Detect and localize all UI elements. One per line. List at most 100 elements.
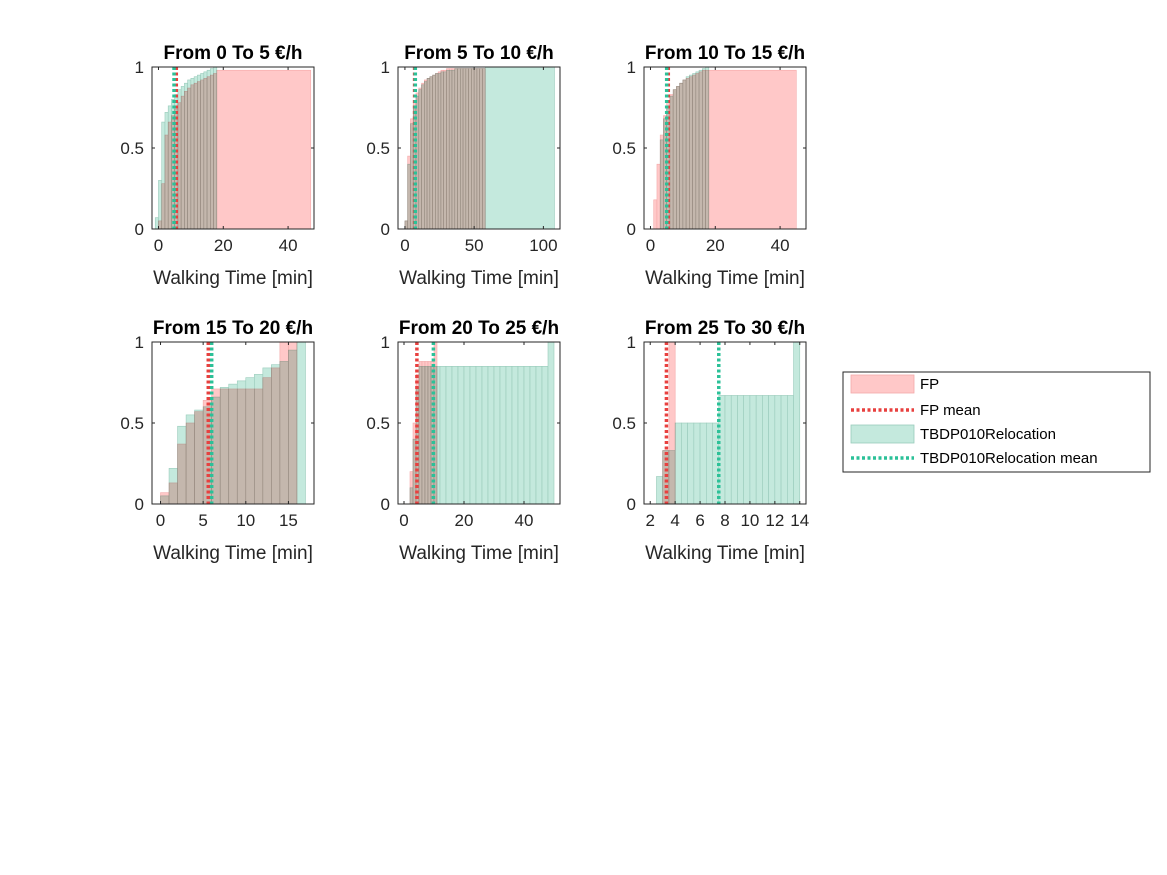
bar-tbdp010relocation — [168, 468, 178, 504]
x-axis-label: Walking Time [min] — [153, 543, 313, 564]
bar-tbdp010relocation — [468, 68, 472, 229]
bar-tbdp010relocation — [692, 73, 697, 229]
bar-tbdp010relocation — [177, 425, 187, 504]
bar-tbdp010relocation — [432, 74, 436, 229]
bar-tbdp010relocation — [446, 69, 450, 229]
bar-tbdp010relocation — [676, 86, 680, 229]
x-tick-label: 0 — [154, 236, 163, 255]
bar-tbdp010relocation — [672, 89, 677, 229]
series-tbdp010relocation — [659, 67, 710, 229]
y-tick-label: 1 — [627, 58, 636, 77]
chart-title: From 0 To 5 €/h — [163, 43, 302, 64]
bar-tbdp010relocation — [409, 487, 414, 504]
y-tick-label: 1 — [135, 333, 144, 352]
bar-tbdp010relocation — [457, 365, 465, 504]
legend-entry: TBDP010Relocation — [850, 424, 1056, 444]
y-tick-label: 0.5 — [366, 414, 390, 433]
x-tick-label: 20 — [214, 236, 233, 255]
x-tick-label: 40 — [515, 511, 534, 530]
bar-tbdp010relocation — [476, 68, 480, 229]
legend-swatch — [850, 374, 915, 394]
legend-label: TBDP010Relocation — [920, 426, 1056, 443]
bar-tbdp010relocation — [279, 361, 289, 504]
bar-tbdp010relocation — [517, 365, 525, 504]
bar-tbdp010relocation — [693, 422, 701, 504]
bar-tbdp010relocation — [213, 67, 218, 229]
x-axis-label: Walking Time [min] — [399, 543, 559, 564]
bar-tbdp010relocation — [407, 163, 411, 229]
bar-tbdp010relocation — [481, 365, 489, 504]
bar-tbdp010relocation — [462, 68, 467, 229]
bar-tbdp010relocation — [457, 68, 461, 229]
bar-tbdp010relocation — [184, 82, 188, 229]
bar-tbdp010relocation — [185, 414, 195, 504]
x-tick-label: 40 — [771, 236, 790, 255]
chart-title: From 25 To 30 €/h — [645, 318, 805, 339]
bar-tbdp010relocation — [424, 365, 429, 504]
x-tick-label: 50 — [465, 236, 484, 255]
bar-tbdp010relocation — [695, 71, 700, 229]
x-axis-label: Walking Time [min] — [153, 268, 313, 289]
y-tick-label: 1 — [135, 58, 144, 77]
bar-tbdp010relocation — [262, 367, 272, 504]
bar-tbdp010relocation — [705, 67, 710, 229]
bar-tbdp010relocation — [245, 377, 255, 504]
bar-tbdp010relocation — [236, 380, 247, 504]
bar-tbdp010relocation — [523, 365, 531, 504]
x-tick-label: 0 — [400, 236, 409, 255]
bar-tbdp010relocation — [535, 365, 543, 504]
bar-tbdp010relocation — [421, 365, 426, 504]
bar-tbdp010relocation — [451, 69, 456, 229]
bar-tbdp010relocation — [668, 450, 676, 504]
bar-tbdp010relocation — [541, 365, 549, 504]
bar-tbdp010relocation — [421, 84, 425, 229]
plot-area — [409, 342, 555, 504]
bar-tbdp010relocation — [755, 395, 763, 504]
bar-tbdp010relocation — [687, 422, 695, 504]
series-tbdp010relocation — [404, 67, 555, 229]
legend-entry: FP mean — [851, 402, 981, 419]
x-tick-label: 100 — [529, 236, 557, 255]
y-tick-label: 1 — [627, 333, 636, 352]
bar-tbdp010relocation — [511, 365, 519, 504]
bar-tbdp010relocation — [187, 79, 192, 229]
bar-tbdp010relocation — [219, 387, 230, 504]
bar-tbdp010relocation — [160, 495, 170, 504]
bar-tbdp010relocation — [469, 365, 477, 504]
y-tick-label: 0 — [627, 220, 636, 239]
legend-entry: FP — [850, 374, 939, 394]
bar-tbdp010relocation — [479, 68, 483, 229]
series-tbdp010relocation — [160, 342, 306, 504]
bar-tbdp010relocation — [427, 365, 432, 504]
y-tick-label: 0.5 — [120, 139, 144, 158]
bar-tbdp010relocation — [296, 342, 306, 504]
bar-fp — [653, 199, 658, 229]
bar-tbdp010relocation — [780, 395, 788, 504]
bar-tbdp010relocation — [435, 73, 439, 229]
series-tbdp010relocation — [656, 342, 801, 504]
x-tick-label: 10 — [236, 511, 255, 530]
bar-tbdp010relocation — [529, 365, 537, 504]
x-tick-label: 14 — [790, 511, 809, 530]
y-tick-label: 0.5 — [366, 139, 390, 158]
bar-tbdp010relocation — [787, 395, 794, 504]
bar-tbdp010relocation — [724, 395, 732, 504]
bar-tbdp010relocation — [437, 73, 442, 229]
legend-swatch — [850, 424, 915, 444]
legend-label: FP — [920, 376, 939, 393]
legend-label: FP mean — [920, 402, 981, 419]
bar-tbdp010relocation — [164, 112, 169, 229]
bar-tbdp010relocation — [424, 81, 428, 229]
bar-tbdp010relocation — [439, 365, 447, 504]
subplot-1: 0 20 40 0 0.5 1 From 0 To 5 €/h Walking Time [m… — [120, 43, 315, 289]
bar-tbdp010relocation — [698, 69, 703, 229]
bar-tbdp010relocation — [762, 395, 769, 504]
bar-tbdp010relocation — [499, 365, 507, 504]
bar-tbdp010relocation — [418, 365, 423, 504]
bar-tbdp010relocation — [460, 68, 464, 229]
chart-title: From 5 To 10 €/h — [404, 43, 554, 64]
x-axis-label: Walking Time [min] — [645, 543, 805, 564]
bar-tbdp010relocation — [194, 409, 204, 504]
bar-tbdp010relocation — [681, 422, 688, 504]
